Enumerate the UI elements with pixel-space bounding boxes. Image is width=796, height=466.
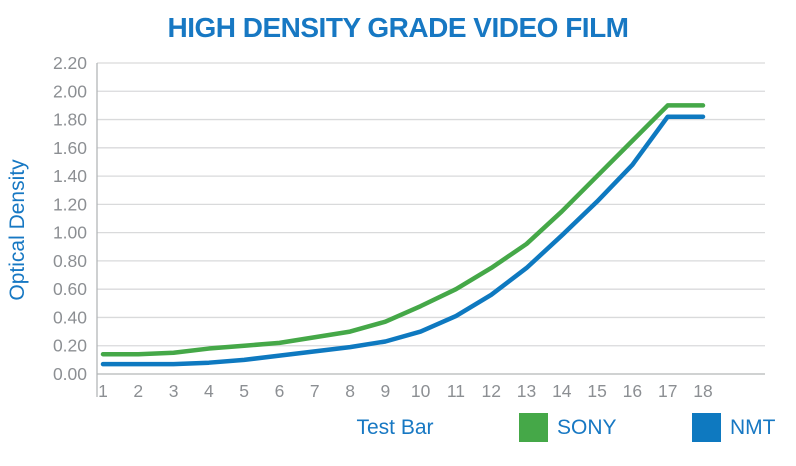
y-tick-label: 0.60	[53, 279, 87, 299]
x-tick-label: 13	[517, 381, 536, 401]
y-tick-label: 1.40	[53, 166, 87, 186]
x-tick-label: 6	[275, 381, 285, 401]
y-tick-label: 0.80	[53, 251, 87, 271]
y-tick-label: 1.80	[53, 110, 87, 130]
x-tick-label: 18	[693, 381, 712, 401]
y-tick-label: 0.20	[53, 336, 87, 356]
x-tick-label: 1	[98, 381, 108, 401]
x-tick-label: 16	[623, 381, 642, 401]
legend-item-nmt: NMT	[692, 412, 776, 442]
x-tick-label: 10	[411, 381, 431, 401]
series-line-nmt	[100, 114, 706, 367]
legend-label-nmt: NMT	[730, 415, 776, 439]
series-line-sony	[100, 103, 706, 357]
y-tick-label: 0.40	[53, 307, 87, 327]
x-tick-label: 5	[239, 381, 249, 401]
x-tick-label: 8	[345, 381, 355, 401]
axis-and-legend-row: Test Bar SONY NMT	[0, 408, 796, 452]
y-tick-label: 2.00	[53, 81, 87, 101]
x-tick-label: 9	[380, 381, 390, 401]
x-tick-label: 14	[552, 381, 572, 401]
y-tick-label: 1.20	[53, 194, 87, 214]
x-tick-label: 15	[587, 381, 606, 401]
y-tick-label: 2.20	[53, 53, 87, 73]
y-tick-label: 1.60	[53, 138, 87, 158]
legend-label-sony: SONY	[557, 415, 617, 439]
x-tick-label: 12	[482, 381, 501, 401]
y-tick-label: 1.00	[53, 223, 87, 243]
x-axis-label: Test Bar	[356, 416, 434, 439]
legend-swatch-nmt	[692, 412, 721, 442]
chart-title: HIGH DENSITY GRADE VIDEO FILM	[167, 12, 629, 43]
x-tick-label: 17	[658, 381, 677, 401]
legend-swatch-sony	[519, 412, 548, 442]
legend-item-sony: SONY	[519, 412, 617, 442]
x-tick-label: 4	[204, 381, 214, 401]
y-tick-label: 0.00	[53, 364, 87, 384]
x-tick-label: 3	[169, 381, 179, 401]
x-tick-label: 2	[133, 381, 143, 401]
x-tick-label: 11	[447, 381, 465, 401]
x-tick-label: 7	[310, 381, 320, 401]
